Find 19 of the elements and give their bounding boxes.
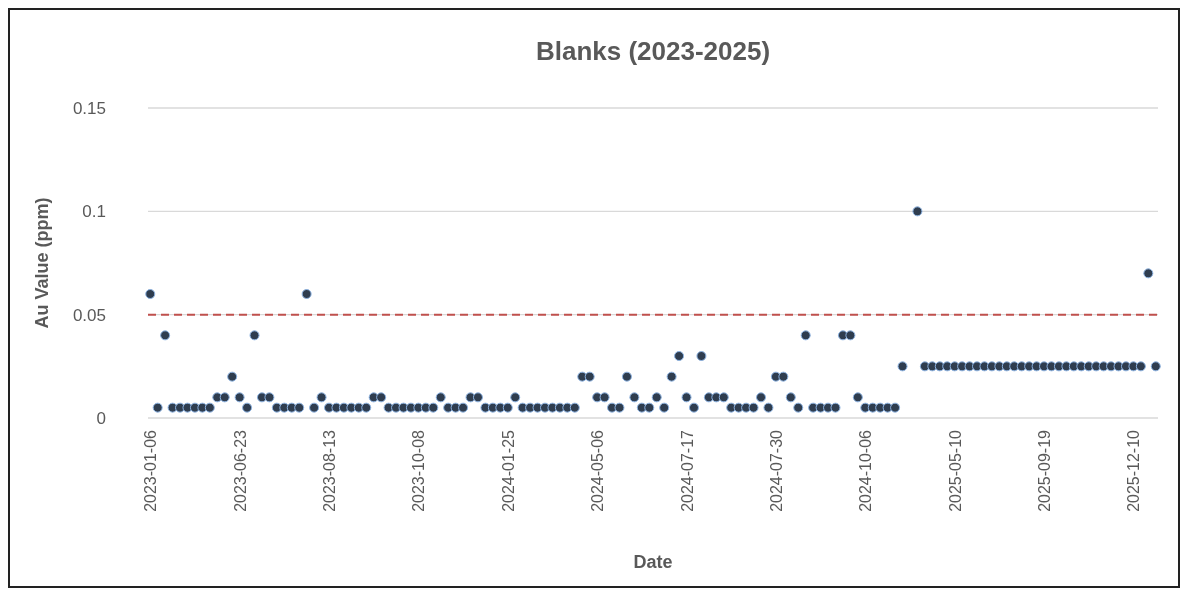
y-tick-label: 0.05 — [72, 305, 106, 325]
chart-title: Blanks (2023-2025) — [535, 36, 771, 66]
x-axis-title: Date — [633, 552, 673, 572]
x-tick-label: 2025-05-10 — [946, 429, 964, 512]
x-tick-label: 2025-12-10 — [1125, 429, 1143, 512]
x-tick-label: 2023-08-13 — [321, 429, 338, 512]
x-tick-label: 2023-01-06 — [142, 429, 160, 512]
x-tick-label: 2024-05-06 — [589, 429, 607, 512]
x-tick-label: 2024-07-30 — [767, 429, 785, 512]
y-tick-label: 0.15 — [72, 98, 106, 118]
x-tick-label: 2024-01-25 — [499, 429, 517, 512]
x-tick-label: 2023-10-08 — [410, 429, 428, 512]
y-axis-title: Au Value (ppm) — [32, 197, 52, 329]
y-tick-label: 0 — [96, 408, 106, 428]
x-tick-label: 2025-09-19 — [1036, 429, 1054, 512]
x-tick-label: 2024-07-17 — [678, 429, 696, 512]
y-tick-label: 0.1 — [82, 202, 106, 222]
x-tick-label: 2024-10-06 — [857, 429, 875, 512]
x-tick-label: 2023-06-23 — [231, 429, 249, 512]
